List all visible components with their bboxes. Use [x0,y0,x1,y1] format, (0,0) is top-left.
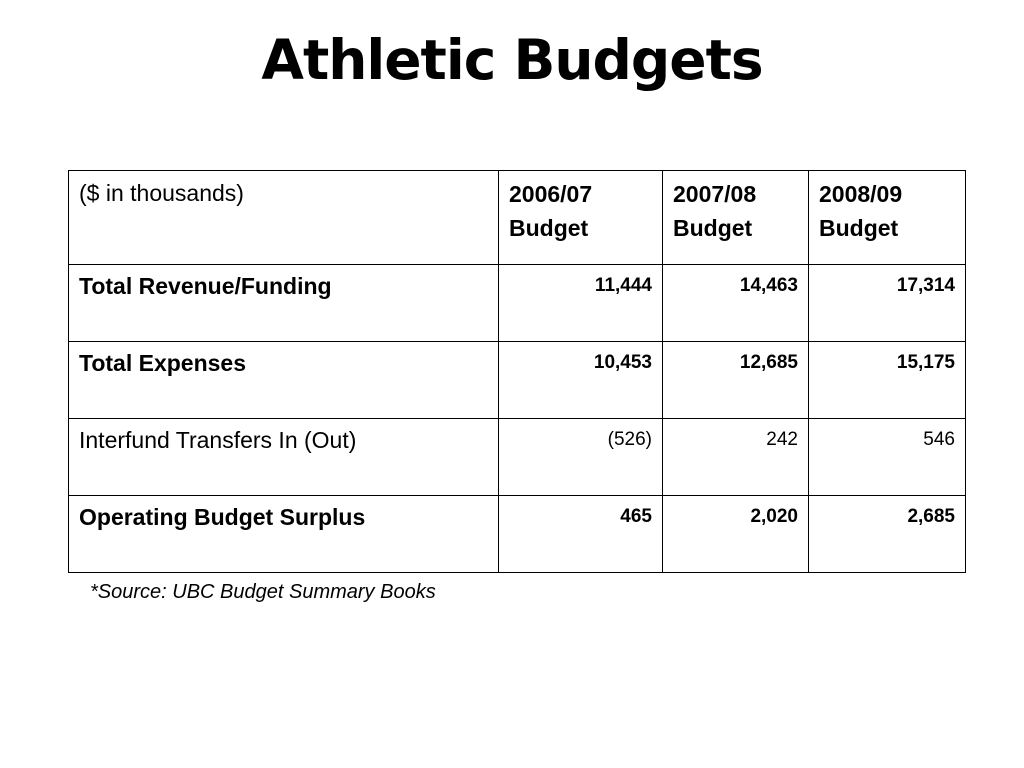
row-label: Total Expenses [68,341,499,419]
column-year: 2007/08 [673,181,757,207]
cell-value: 2,685 [808,495,966,573]
column-year: 2008/09 [819,181,903,207]
cell-value: (526) [498,418,663,496]
table-row-interfund-transfers: Interfund Transfers In (Out) (526) 242 5… [68,418,966,496]
column-header-2006-07: 2006/07 Budget [498,170,663,265]
column-year: 2006/07 [509,181,593,207]
cell-value: 11,444 [498,264,663,342]
table-row-total-expenses: Total Expenses 10,453 12,685 15,175 [68,341,966,419]
table-row-total-revenue: Total Revenue/Funding 11,444 14,463 17,3… [68,264,966,342]
cell-value: 15,175 [808,341,966,419]
slide-title: Athletic Budgets [261,28,763,92]
cell-value: 242 [662,418,809,496]
column-header-2007-08: 2007/08 Budget [662,170,809,265]
table-header-row: ($ in thousands) 2006/07 Budget 2007/08 … [68,170,966,265]
row-label: Interfund Transfers In (Out) [68,418,499,496]
cell-value: 465 [498,495,663,573]
cell-value: 10,453 [498,341,663,419]
table-row-operating-surplus: Operating Budget Surplus 465 2,020 2,685 [68,495,966,573]
row-label: Operating Budget Surplus [68,495,499,573]
cell-value: 546 [808,418,966,496]
source-footnote: *Source: UBC Budget Summary Books [90,581,436,603]
column-suffix: Budget [819,215,899,241]
units-label: ($ in thousands) [68,170,499,265]
budget-table: ($ in thousands) 2006/07 Budget 2007/08 … [68,170,966,573]
column-suffix: Budget [509,215,589,241]
cell-value: 17,314 [808,264,966,342]
cell-value: 14,463 [662,264,809,342]
row-label: Total Revenue/Funding [68,264,499,342]
column-suffix: Budget [673,215,753,241]
column-header-2008-09: 2008/09 Budget [808,170,966,265]
cell-value: 2,020 [662,495,809,573]
cell-value: 12,685 [662,341,809,419]
